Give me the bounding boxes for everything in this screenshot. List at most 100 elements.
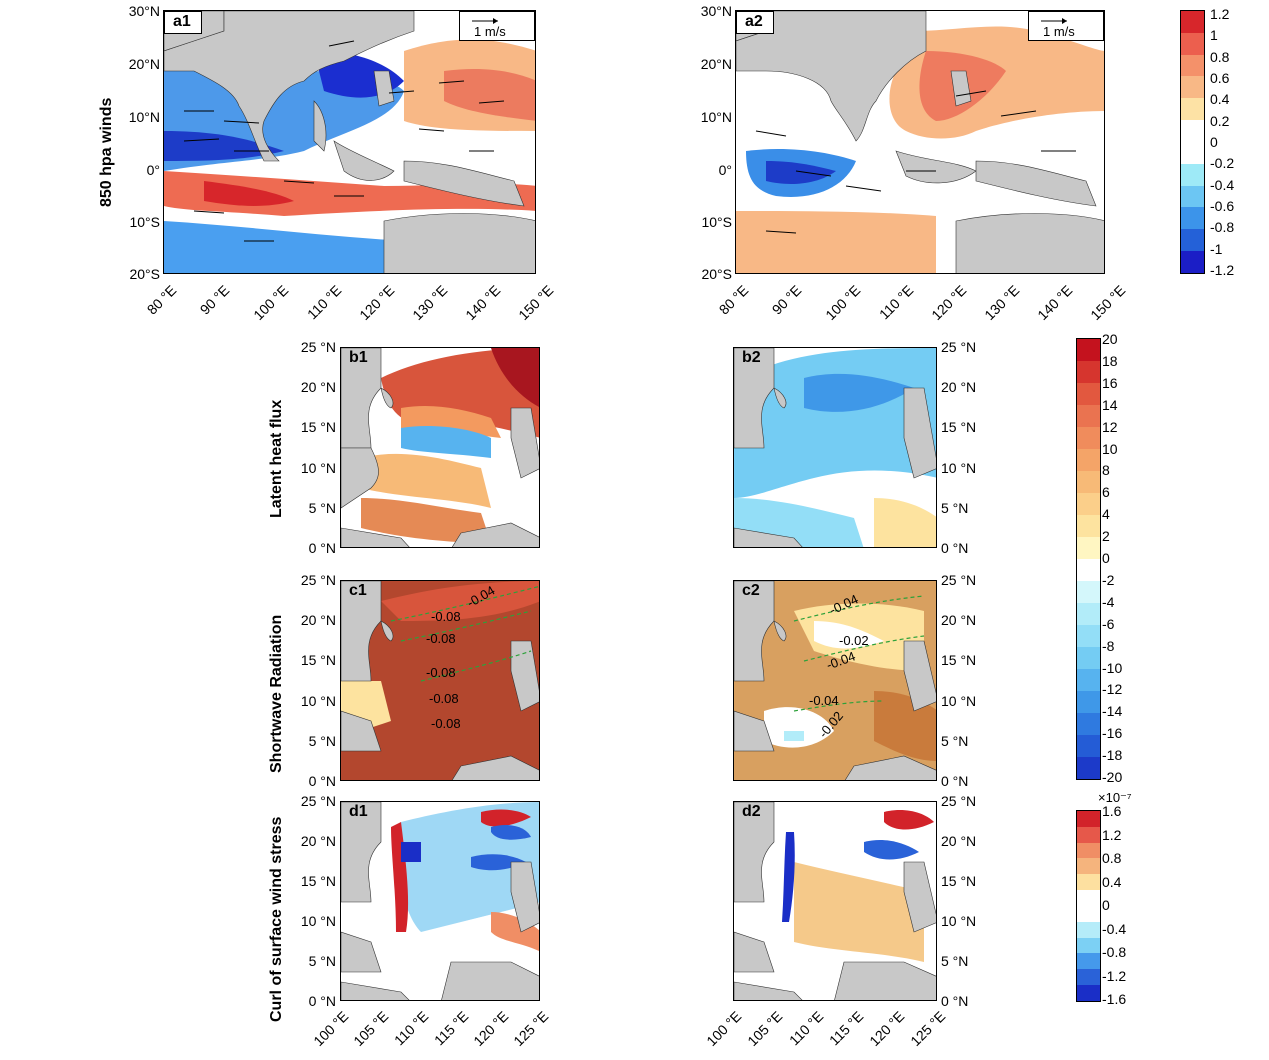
- scs-left-lat-tick: 10 °N: [300, 692, 336, 709]
- scs-left-lat-tick: 15 °N: [300, 419, 336, 436]
- scs-left-lat-tick: 15 °N: [300, 652, 336, 669]
- colorbar-segment: [1181, 229, 1204, 252]
- c1-contour-label: -0.08: [429, 691, 459, 706]
- colorbar-segment: [1077, 383, 1100, 405]
- a1-lat-tick: 10°S: [129, 214, 160, 230]
- scs-left-lat-tick: 0 °N: [308, 773, 336, 789]
- a2-lon-tick: 110 °E: [875, 282, 917, 323]
- a2-lat-tick: 20°N: [700, 56, 732, 72]
- colorbar-d: [1076, 810, 1101, 1002]
- scs-right-lat-tick: 0 °N: [941, 993, 969, 1009]
- scs-left-lat-tick: 5 °N: [308, 953, 336, 969]
- scs-left-lat-tick: 15 °N: [300, 873, 336, 889]
- scs-left-lat-tick: 10 °N: [300, 459, 336, 476]
- colorbar-segment: [1077, 811, 1100, 827]
- scs-right-lat-tick: 15 °N: [941, 419, 977, 436]
- colorbar-label: -8: [1102, 637, 1115, 654]
- c1-contour-label: -0.08: [426, 631, 456, 646]
- panel-c2: c2 -0.04 -0.02 -0.04 -0.04 -0.02: [733, 580, 937, 781]
- panel-label-b1: b1: [349, 349, 368, 366]
- row-label-850hpa-winds: 850 hpa winds: [98, 97, 115, 207]
- a1-lon-tick: 130 °E: [409, 282, 451, 324]
- colorbar-label: 0.8: [1210, 48, 1230, 65]
- a1-lon-tick: 120 °E: [356, 282, 398, 324]
- scs-left-lat-tick: 5 °N: [308, 732, 336, 749]
- a1-lat-tick: 20°S: [129, 266, 160, 282]
- colorbar-label: 0.4: [1210, 91, 1230, 108]
- colorbar-segment: [1077, 842, 1100, 859]
- panel-a2: a2 1 m/s: [735, 10, 1105, 274]
- scs-right-lat-tick: 5 °N: [941, 732, 969, 749]
- panel-d1: d1: [340, 801, 540, 1001]
- colorbar-label: 1.2: [1102, 826, 1122, 843]
- scs-right-lat-tick: 25 °N: [941, 339, 977, 355]
- a1-lon-tick: 100 °E: [250, 282, 292, 324]
- colorbar-segment: [1181, 185, 1204, 208]
- colorbar-label: -0.4: [1102, 920, 1127, 937]
- scs-right-lat-tick: 20 °N: [941, 833, 977, 849]
- scale-arrow-icon: [1041, 18, 1067, 24]
- panel-a1: a1 1 m/s: [163, 10, 536, 274]
- colorbar-label: 6: [1102, 484, 1110, 501]
- colorbar-segment: [1181, 54, 1204, 77]
- a1-map: [164, 11, 535, 273]
- panel-b2: b2: [733, 347, 937, 548]
- colorbar-label: -0.4: [1210, 176, 1235, 193]
- colorbar-label: 20: [1102, 331, 1118, 347]
- colorbar-label: -4: [1102, 593, 1115, 610]
- colorbar-label: -0.2: [1210, 155, 1235, 172]
- colorbar-segment: [1077, 471, 1100, 493]
- colorbar-label: 0.2: [1210, 112, 1230, 129]
- colorbar-segment: [1077, 858, 1100, 875]
- panel-c1: c1 -0.04 -0.08 -0.08 -0.08 -0.08 -0.08: [340, 580, 540, 781]
- colorbar-segment: [1077, 953, 1100, 970]
- colorbar-label: -16: [1102, 725, 1123, 742]
- colorbar-segment: [1077, 537, 1100, 559]
- colorbar-segment: [1077, 735, 1100, 757]
- colorbar-label: -1.2: [1210, 262, 1235, 278]
- colorbar-d-exponent: ×10⁻⁷: [1098, 790, 1132, 805]
- c1-map: [341, 581, 539, 780]
- colorbar-segment: [1077, 937, 1100, 954]
- c1-contour-label: -0.08: [431, 609, 461, 624]
- scs-right-lat-tick: 0 °N: [941, 773, 969, 789]
- colorbar-segment: [1181, 98, 1204, 121]
- colorbar-label: -10: [1102, 659, 1123, 676]
- colorbar-segment: [1077, 969, 1100, 986]
- colorbar-label: 12: [1102, 418, 1118, 435]
- b1-map: [341, 348, 539, 547]
- colorbar-label: -2: [1102, 571, 1115, 588]
- a2-lon-tick: 140 °E: [1034, 282, 1076, 324]
- colorbar-segment: [1077, 905, 1100, 922]
- scs-left-lat-tick: 0 °N: [308, 993, 336, 1009]
- panel-label-c1: c1: [349, 582, 367, 599]
- scs-left-lat-tick: 0 °N: [308, 540, 336, 556]
- colorbar-segment: [1077, 713, 1100, 735]
- c2-contour-label: -0.02: [839, 633, 869, 648]
- a2-lat-tick: 30°N: [700, 3, 732, 19]
- a2-lat-tick: 20°S: [701, 266, 732, 282]
- scs-right-lat-tick: 15 °N: [941, 873, 977, 889]
- panel-label-c2: c2: [742, 582, 760, 599]
- scale-arrow-icon: [472, 18, 498, 24]
- scs-left-lat-tick: 20 °N: [300, 379, 336, 396]
- colorbar-segment: [1181, 163, 1204, 186]
- colorbar-label: -0.6: [1210, 198, 1235, 214]
- colorbar-segment: [1181, 76, 1204, 99]
- colorbar-label: 16: [1102, 374, 1118, 391]
- a2-wind-vectors: [755, 90, 1076, 234]
- colorbar-label: 2: [1102, 528, 1110, 545]
- scs-left-lat-tick: 25 °N: [300, 339, 336, 355]
- colorbar-label: 0: [1102, 550, 1110, 566]
- colorbar-label: 18: [1102, 352, 1118, 369]
- colorbar-segment: [1181, 207, 1204, 230]
- a1-lat-tick: 10°N: [128, 109, 160, 125]
- colorbar-label: -14: [1102, 703, 1123, 720]
- c2-contours: [793, 595, 925, 712]
- colorbar-segment: [1181, 120, 1204, 142]
- a2-lon-tick: 150 °E: [1087, 282, 1129, 324]
- scs-right-lat-tick: 15 °N: [941, 652, 977, 669]
- scs-right-lat-tick: 20 °N: [941, 612, 977, 629]
- panel-label-d2: d2: [742, 803, 761, 820]
- colorbar-segment: [1077, 515, 1100, 537]
